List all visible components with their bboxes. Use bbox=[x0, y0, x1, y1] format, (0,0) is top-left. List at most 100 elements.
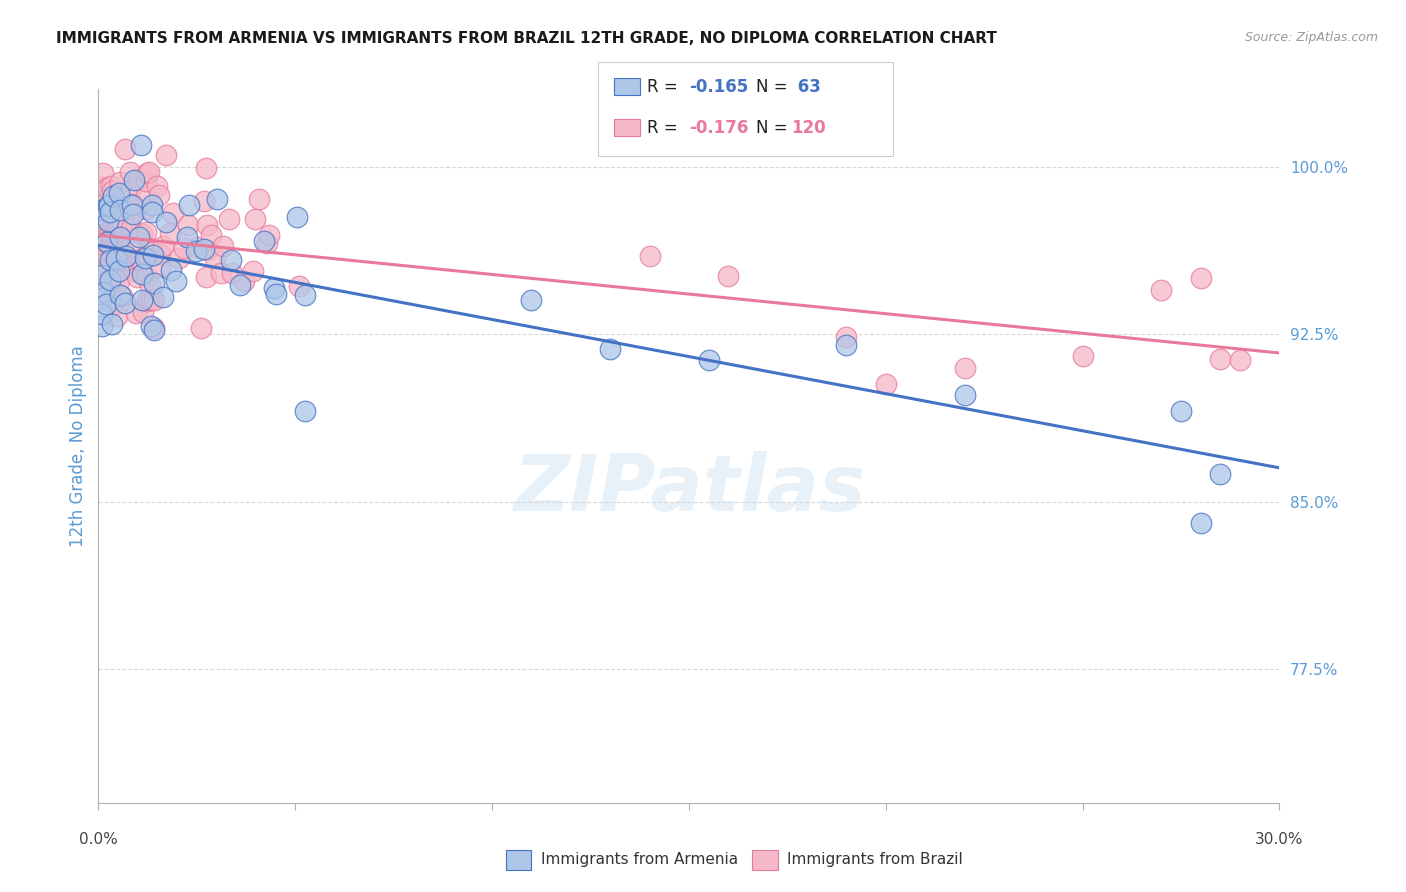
Point bbox=[717, 269, 740, 284]
Point bbox=[104, 259, 127, 273]
Point bbox=[162, 206, 184, 220]
Point bbox=[101, 189, 124, 203]
Point bbox=[142, 321, 165, 335]
Point bbox=[96, 235, 118, 250]
Point bbox=[110, 233, 132, 247]
Point bbox=[264, 287, 287, 301]
Point bbox=[98, 198, 121, 212]
Point bbox=[256, 236, 278, 251]
Point bbox=[91, 250, 114, 264]
Point bbox=[107, 235, 129, 249]
Point bbox=[697, 352, 720, 367]
Point bbox=[134, 251, 156, 265]
Point bbox=[108, 202, 131, 217]
Point bbox=[107, 274, 129, 288]
Text: Immigrants from Armenia: Immigrants from Armenia bbox=[541, 853, 738, 867]
Point bbox=[91, 208, 114, 222]
Point bbox=[111, 289, 134, 303]
Point bbox=[165, 274, 187, 288]
Point bbox=[91, 254, 114, 268]
Point bbox=[146, 179, 169, 194]
Point bbox=[97, 213, 120, 227]
Point bbox=[1071, 349, 1094, 363]
Point bbox=[139, 278, 162, 293]
Point bbox=[136, 293, 159, 308]
Text: 63: 63 bbox=[792, 78, 821, 95]
Point bbox=[96, 275, 118, 289]
Point bbox=[835, 330, 858, 344]
Point bbox=[91, 211, 114, 226]
Point bbox=[143, 293, 166, 307]
Point bbox=[91, 233, 114, 247]
Point bbox=[179, 198, 201, 212]
Text: Source: ZipAtlas.com: Source: ZipAtlas.com bbox=[1244, 31, 1378, 45]
Point bbox=[221, 267, 243, 281]
Point bbox=[953, 361, 976, 376]
Point bbox=[97, 225, 120, 239]
Point bbox=[288, 279, 311, 293]
Point bbox=[100, 236, 122, 251]
Point bbox=[253, 234, 276, 248]
Point bbox=[100, 273, 122, 287]
Point bbox=[97, 198, 120, 212]
Point bbox=[204, 251, 226, 265]
Point bbox=[91, 307, 114, 321]
Point bbox=[177, 218, 200, 232]
Point bbox=[638, 249, 661, 263]
Point bbox=[91, 166, 114, 180]
Point bbox=[121, 197, 143, 211]
Point bbox=[138, 165, 160, 179]
Point bbox=[100, 197, 122, 211]
Point bbox=[136, 250, 159, 264]
Point bbox=[105, 310, 128, 324]
Point bbox=[142, 248, 165, 262]
Point bbox=[136, 292, 159, 306]
Point bbox=[91, 274, 114, 288]
Point bbox=[197, 243, 219, 257]
Point bbox=[120, 205, 142, 219]
Point bbox=[1150, 283, 1173, 297]
Point bbox=[138, 241, 160, 255]
Point bbox=[243, 211, 266, 226]
Text: Immigrants from Brazil: Immigrants from Brazil bbox=[787, 853, 963, 867]
Point bbox=[155, 215, 177, 229]
Point bbox=[91, 227, 114, 242]
Point bbox=[187, 240, 209, 254]
Point bbox=[105, 252, 128, 266]
Point bbox=[520, 293, 543, 307]
Point bbox=[128, 230, 150, 244]
Point bbox=[94, 235, 117, 249]
Point bbox=[205, 192, 228, 206]
Point bbox=[108, 252, 131, 266]
Point bbox=[148, 246, 170, 260]
Point bbox=[93, 285, 115, 299]
Text: 0.0%: 0.0% bbox=[79, 831, 118, 847]
Point bbox=[257, 227, 280, 242]
Point bbox=[136, 166, 159, 180]
Point bbox=[105, 223, 128, 237]
Point bbox=[91, 180, 114, 194]
Text: -0.165: -0.165 bbox=[689, 78, 748, 95]
Point bbox=[94, 202, 117, 216]
Point bbox=[135, 189, 157, 203]
Point bbox=[167, 252, 190, 266]
Point bbox=[107, 254, 129, 268]
Point bbox=[218, 212, 240, 227]
Point bbox=[173, 241, 195, 255]
Point bbox=[100, 227, 122, 241]
Point bbox=[141, 318, 163, 333]
Point bbox=[148, 188, 170, 202]
Text: -0.176: -0.176 bbox=[689, 119, 748, 136]
Point bbox=[97, 261, 120, 276]
Point bbox=[91, 205, 114, 219]
Point bbox=[155, 148, 177, 162]
Point bbox=[103, 231, 125, 245]
Point bbox=[193, 194, 215, 208]
Point bbox=[91, 268, 114, 282]
Point bbox=[242, 264, 264, 278]
Point bbox=[120, 184, 142, 198]
Point bbox=[1229, 352, 1251, 367]
Point bbox=[229, 278, 252, 293]
Point bbox=[125, 270, 148, 285]
Point bbox=[103, 272, 125, 286]
